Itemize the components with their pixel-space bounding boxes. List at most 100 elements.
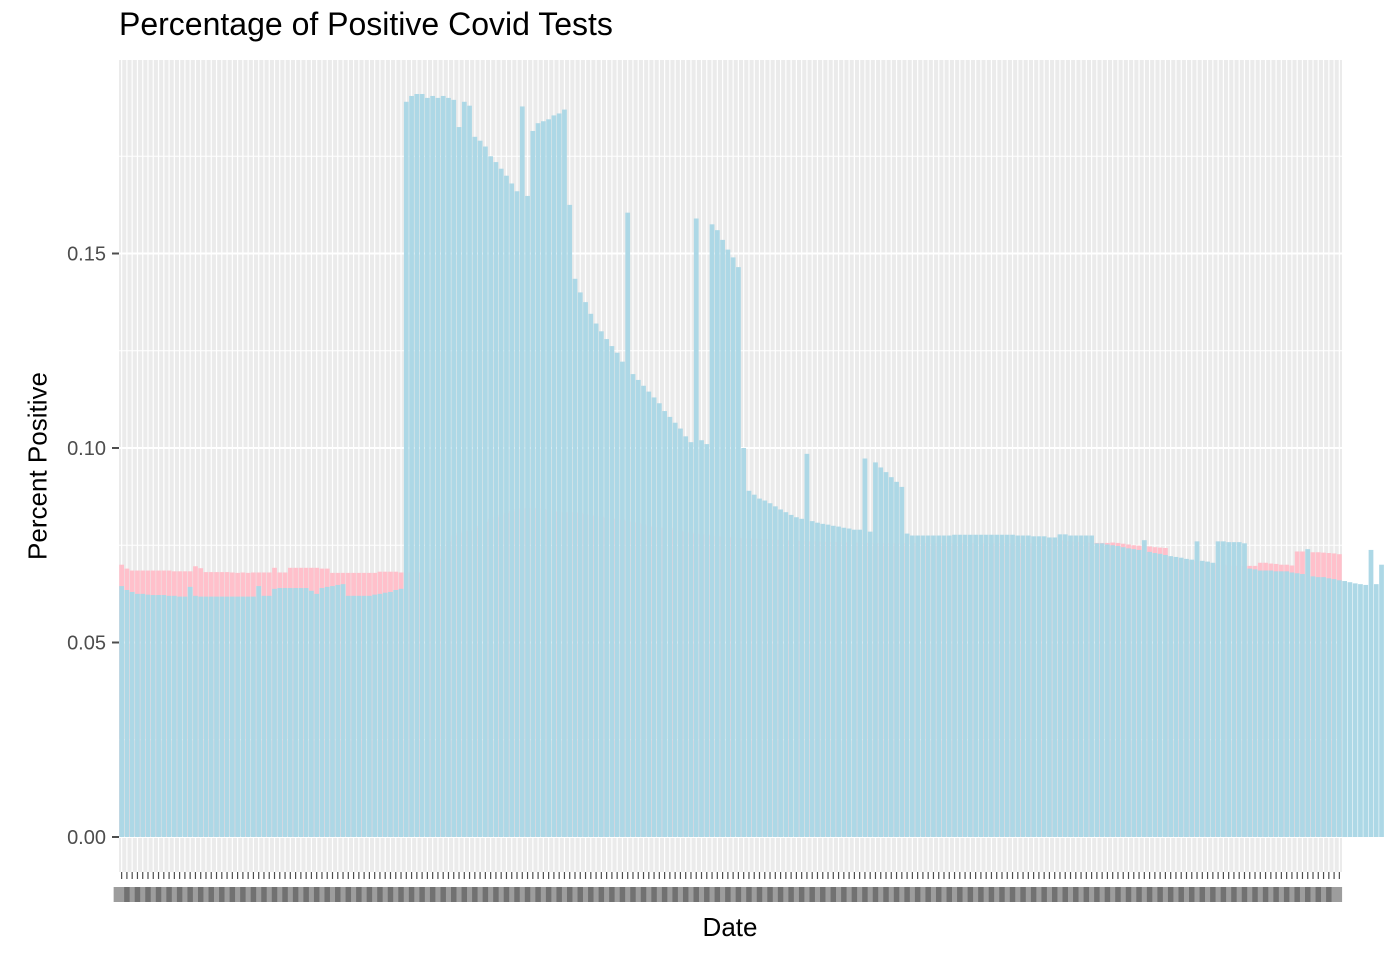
bar xyxy=(952,534,957,837)
bar xyxy=(319,588,325,837)
bar xyxy=(166,595,172,837)
bar xyxy=(451,99,457,838)
bar xyxy=(435,97,441,837)
bar xyxy=(1110,545,1116,837)
bar xyxy=(425,97,430,837)
bar xyxy=(651,397,657,837)
bar xyxy=(1141,540,1147,837)
bar xyxy=(656,403,662,837)
bar xyxy=(414,94,420,837)
bar xyxy=(1315,577,1321,837)
bar xyxy=(1215,541,1221,837)
bar xyxy=(994,534,1000,837)
bar xyxy=(251,596,256,837)
bar xyxy=(1173,556,1179,837)
bar xyxy=(1300,574,1305,837)
bar xyxy=(1163,554,1168,837)
bar xyxy=(962,534,968,837)
bar xyxy=(287,588,293,837)
bar xyxy=(957,534,963,837)
bar xyxy=(345,595,351,837)
bar xyxy=(678,428,683,837)
bar xyxy=(1342,581,1348,837)
bar xyxy=(198,596,204,837)
bar xyxy=(224,596,230,837)
bar xyxy=(1120,547,1126,837)
bar xyxy=(187,586,193,837)
bar xyxy=(983,534,989,837)
bar xyxy=(667,416,673,837)
bar xyxy=(794,517,799,837)
bar xyxy=(1257,570,1263,837)
bar xyxy=(266,595,272,837)
bar xyxy=(1115,546,1121,837)
bar xyxy=(214,596,219,837)
bar xyxy=(1078,535,1084,837)
bar xyxy=(641,385,646,837)
bar xyxy=(604,339,609,837)
bar xyxy=(314,593,320,837)
bar xyxy=(899,486,905,837)
bar xyxy=(662,411,667,837)
bar xyxy=(551,115,557,837)
bar xyxy=(203,596,209,837)
bar xyxy=(1004,534,1010,837)
bar xyxy=(182,596,188,837)
bar xyxy=(1352,583,1358,837)
bar xyxy=(593,323,599,837)
bar xyxy=(783,512,789,837)
bar xyxy=(878,467,884,837)
bar xyxy=(1068,535,1073,837)
bar xyxy=(261,595,267,837)
bar xyxy=(393,589,399,837)
bar xyxy=(377,593,383,837)
bar xyxy=(646,391,652,837)
bar xyxy=(1089,535,1094,837)
bar xyxy=(1136,549,1142,837)
bar xyxy=(1247,568,1253,837)
bar xyxy=(382,592,388,837)
bar xyxy=(1126,548,1131,837)
bar xyxy=(472,136,478,838)
bar xyxy=(330,586,335,837)
bar xyxy=(1236,542,1242,837)
bar xyxy=(161,595,167,837)
bar xyxy=(1057,534,1063,837)
bar xyxy=(150,595,156,837)
bar xyxy=(1073,535,1079,837)
bar xyxy=(498,168,504,837)
bar xyxy=(873,462,878,837)
bar xyxy=(356,595,362,837)
bar xyxy=(272,588,277,837)
x-tick-label-blur xyxy=(1326,887,1343,902)
bar xyxy=(867,531,873,837)
bar xyxy=(1310,576,1316,837)
bar xyxy=(446,97,451,837)
y-tick-label: 0.00 xyxy=(67,827,106,849)
bar xyxy=(430,95,436,837)
bar xyxy=(1015,535,1021,837)
bar xyxy=(841,527,847,837)
chart-title: Percentage of Positive Covid Tests xyxy=(119,6,613,42)
bar xyxy=(1205,561,1210,837)
bar xyxy=(625,212,631,837)
bar xyxy=(1363,584,1369,837)
bar xyxy=(1168,556,1174,837)
bar xyxy=(461,101,467,838)
bar xyxy=(562,109,567,837)
bar xyxy=(124,589,130,837)
bar xyxy=(229,596,235,837)
bar xyxy=(1099,543,1105,837)
bar xyxy=(730,257,736,837)
bar xyxy=(894,481,899,837)
bar xyxy=(852,529,857,837)
bar xyxy=(788,514,794,837)
bar xyxy=(535,123,541,837)
bar xyxy=(1010,534,1015,837)
bar xyxy=(630,374,636,837)
bar xyxy=(888,477,894,837)
y-axis: 0.00 0.05 0.10 0.15 xyxy=(67,244,119,849)
bar xyxy=(736,267,741,837)
bar xyxy=(135,593,140,837)
bar xyxy=(1226,542,1232,837)
